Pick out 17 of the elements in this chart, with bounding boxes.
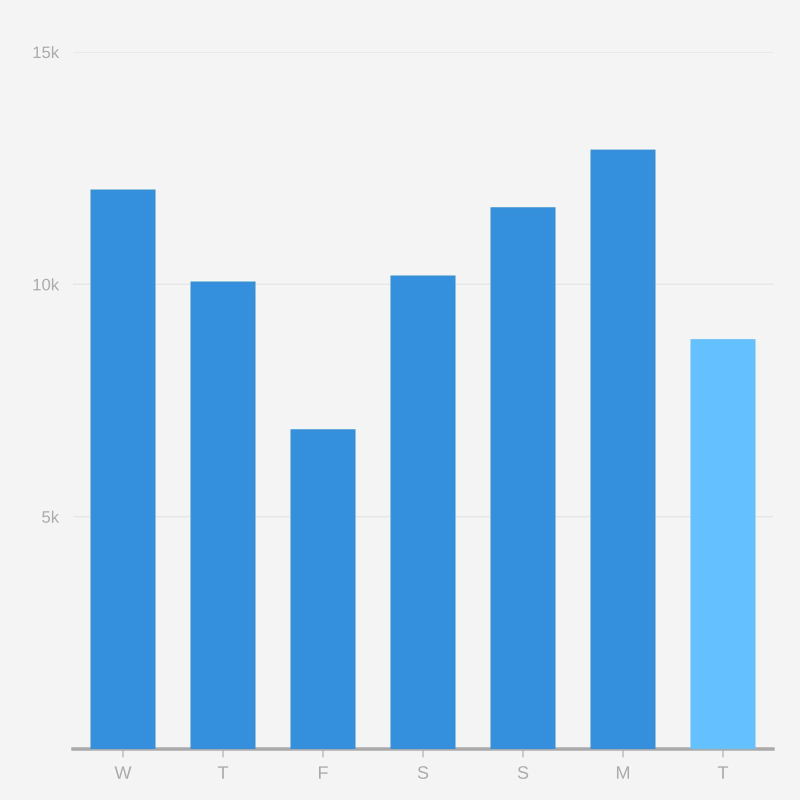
- y-tick-label: 15k: [34, 46, 60, 58]
- y-tick-label: 5k: [42, 510, 60, 523]
- y-tick-label: 10k: [34, 278, 60, 291]
- x-tick-label: M: [616, 766, 630, 779]
- bar: [390, 276, 456, 749]
- bar: [90, 190, 156, 749]
- bar: [190, 282, 256, 749]
- x-tick-label: T: [218, 766, 228, 779]
- bar: [590, 150, 656, 749]
- x-tick-label: T: [718, 766, 728, 779]
- x-tick-label: F: [318, 766, 328, 779]
- x-tick-label: W: [114, 766, 132, 779]
- x-tick-label: S: [518, 766, 528, 779]
- x-tick-label: S: [418, 766, 428, 779]
- bar: [290, 429, 356, 749]
- bar: [690, 339, 756, 749]
- bar: [490, 207, 556, 749]
